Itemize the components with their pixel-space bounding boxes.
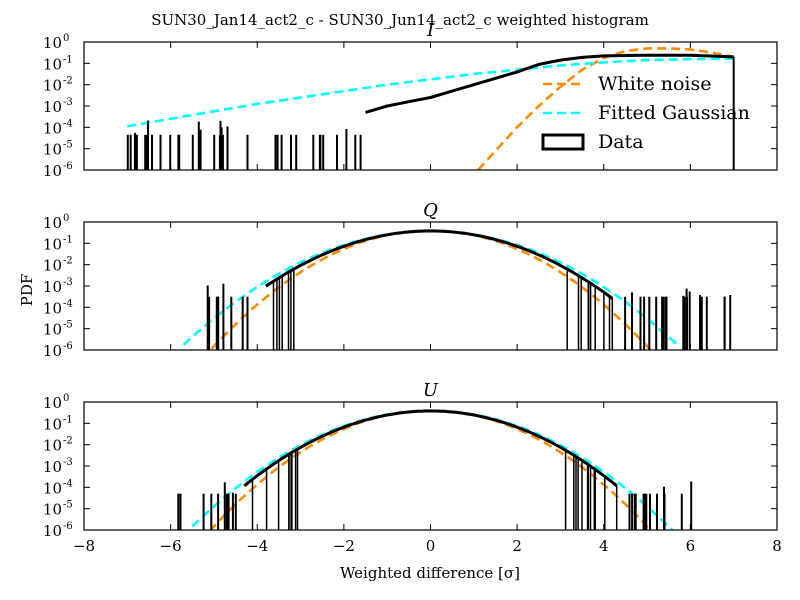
y-tick-label: 10 bbox=[43, 278, 62, 296]
y-tick-label-exponent: 0 bbox=[63, 393, 69, 404]
y-tick-label: 10 bbox=[43, 34, 62, 52]
plot-area bbox=[126, 47, 735, 170]
y-tick-label: 10 bbox=[43, 458, 62, 476]
x-tick-label: 8 bbox=[772, 537, 782, 555]
y-axis-label: PDF bbox=[18, 274, 36, 307]
y-tick-label-exponent: -4 bbox=[63, 118, 73, 129]
y-tick-label: 10 bbox=[43, 501, 62, 519]
y-tick-label-exponent: -6 bbox=[63, 161, 73, 172]
y-tick-label: 10 bbox=[43, 257, 62, 275]
data-spikes bbox=[126, 120, 362, 170]
fitted-gaussian-line bbox=[191, 409, 675, 530]
legend-label: Fitted Gaussian bbox=[598, 102, 750, 124]
plot-area bbox=[177, 409, 693, 530]
y-tick-label: 10 bbox=[43, 321, 62, 339]
y-tick-label-exponent: -3 bbox=[63, 457, 73, 468]
figure-title: SUN30_Jan14_act2_c - SUN30_Jun14_act2_c … bbox=[151, 11, 649, 29]
y-tick-label: 10 bbox=[43, 342, 62, 360]
fitted-gaussian-line bbox=[182, 229, 679, 346]
y-tick-label-exponent: -1 bbox=[63, 54, 73, 65]
y-tick-label: 10 bbox=[43, 214, 62, 232]
y-tick-label-exponent: -5 bbox=[63, 320, 73, 331]
y-tick-label-exponent: 0 bbox=[63, 33, 69, 44]
y-tick-label-exponent: -4 bbox=[63, 298, 73, 309]
y-tick-label-exponent: -2 bbox=[63, 256, 73, 267]
y-tick-label-exponent: -3 bbox=[63, 97, 73, 108]
panel-subtitle: U bbox=[423, 380, 439, 401]
x-tick-label: −8 bbox=[73, 537, 95, 555]
y-tick-label: 10 bbox=[43, 119, 62, 137]
x-tick-label: 2 bbox=[512, 537, 522, 555]
y-tick-label: 10 bbox=[43, 522, 62, 540]
y-tick-label: 10 bbox=[43, 77, 62, 95]
y-tick-label-exponent: -5 bbox=[63, 140, 73, 151]
y-tick-label-exponent: -2 bbox=[63, 76, 73, 87]
y-tick-label: 10 bbox=[43, 98, 62, 116]
y-tick-label-exponent: -3 bbox=[63, 277, 73, 288]
y-tick-label: 10 bbox=[43, 235, 62, 253]
x-axis-label: Weighted difference [σ] bbox=[340, 564, 520, 582]
y-tick-label: 10 bbox=[43, 141, 62, 159]
panel-subtitle: I bbox=[426, 20, 435, 41]
plot-area bbox=[182, 229, 732, 350]
y-tick-label-exponent: -1 bbox=[63, 414, 73, 425]
y-tick-label-exponent: -6 bbox=[63, 341, 73, 352]
y-tick-label: 10 bbox=[43, 479, 62, 497]
x-tick-label: −2 bbox=[333, 537, 355, 555]
data-fill-spikes bbox=[272, 269, 614, 350]
data-fill-spikes bbox=[251, 449, 618, 530]
x-tick-label: 6 bbox=[686, 537, 696, 555]
white-noise-line bbox=[477, 47, 734, 170]
legend-swatch-data bbox=[541, 133, 585, 151]
panel-subtitle: Q bbox=[423, 200, 438, 221]
y-tick-label: 10 bbox=[43, 299, 62, 317]
y-tick-label: 10 bbox=[43, 437, 62, 455]
data-spikes bbox=[206, 283, 732, 350]
y-tick-label-exponent: -2 bbox=[63, 436, 73, 447]
white-noise-line bbox=[208, 409, 653, 530]
y-tick-label-exponent: -5 bbox=[63, 500, 73, 511]
x-tick-label: 0 bbox=[426, 537, 436, 555]
axes-frame bbox=[83, 401, 778, 531]
y-tick-label: 10 bbox=[43, 394, 62, 412]
x-tick-label: −6 bbox=[160, 537, 182, 555]
y-tick-label-exponent: -4 bbox=[63, 478, 73, 489]
data-histogram bbox=[365, 53, 734, 114]
y-tick-label: 10 bbox=[43, 415, 62, 433]
y-tick-label-exponent: -6 bbox=[63, 521, 73, 532]
y-tick-label: 10 bbox=[43, 162, 62, 180]
fitted-gaussian-line bbox=[127, 57, 734, 128]
x-tick-label: 4 bbox=[599, 537, 609, 555]
y-tick-label-exponent: -1 bbox=[63, 234, 73, 245]
y-tick-label: 10 bbox=[43, 55, 62, 73]
data-histogram bbox=[243, 409, 618, 487]
data-histogram bbox=[265, 229, 614, 300]
y-tick-label-exponent: 0 bbox=[63, 213, 69, 224]
data-spikes bbox=[177, 481, 693, 530]
legend-label: White noise bbox=[598, 73, 712, 95]
axes-frame bbox=[83, 221, 778, 351]
legend-label: Data bbox=[598, 131, 644, 153]
x-tick-label: −4 bbox=[246, 537, 268, 555]
legend: White noise Fitted Gaussian Data bbox=[541, 73, 750, 153]
